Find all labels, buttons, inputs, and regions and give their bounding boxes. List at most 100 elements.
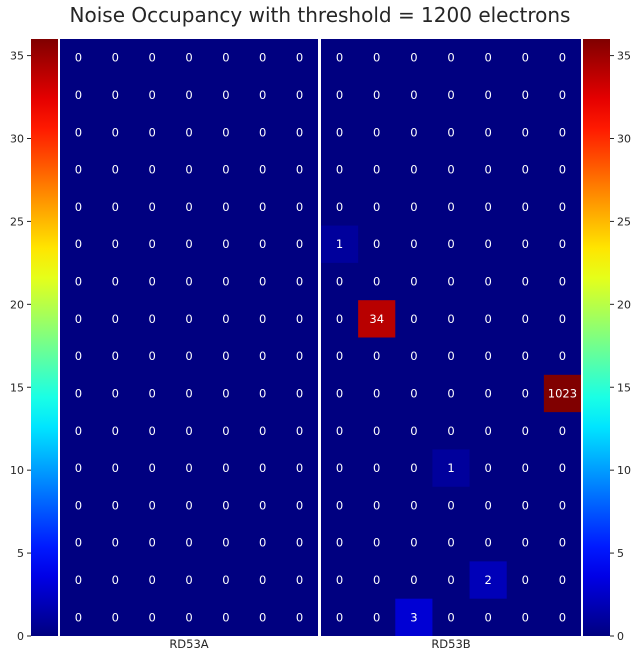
cell-value-label: 0 (336, 386, 343, 400)
cell-value-label: 0 (75, 424, 82, 438)
cell-value-label: 0 (296, 610, 303, 624)
cell-value-label: 34 (369, 312, 384, 326)
cell-value-label: 0 (410, 237, 417, 251)
cell-value-label: 0 (112, 461, 119, 475)
right-tick-label: 30 (617, 133, 631, 146)
colorbar-gradient (31, 39, 58, 636)
cell-value-label: 0 (373, 125, 380, 139)
cell-value-label: 0 (410, 573, 417, 587)
cell-value-label: 0 (336, 88, 343, 102)
cell-value-label: 0 (259, 125, 266, 139)
cell-value-label: 0 (259, 51, 266, 65)
cell-value-label: 0 (222, 610, 229, 624)
cell-value-label: 0 (410, 163, 417, 177)
cell-value-label: 0 (336, 200, 343, 214)
cell-value-label: 0 (296, 498, 303, 512)
left-colorbar-ticks: 0 5 10 15 20 25 30 35 (10, 50, 31, 643)
cell-value-label: 0 (559, 573, 566, 587)
cell-value-label: 0 (410, 275, 417, 289)
cell-value-label: 0 (75, 498, 82, 512)
cell-value-label: 0 (222, 424, 229, 438)
cell-value-label: 0 (484, 610, 491, 624)
cell-value-label: 0 (484, 125, 491, 139)
cell-value-label: 0 (259, 461, 266, 475)
heatmap-cell (321, 225, 359, 263)
cell-value-label: 0 (522, 386, 529, 400)
cell-value-label: 0 (373, 573, 380, 587)
cell-value-label: 0 (447, 312, 454, 326)
cell-value-label: 0 (185, 163, 192, 177)
cell-value-label: 0 (75, 573, 82, 587)
cell-value-label: 0 (410, 349, 417, 363)
cell-value-label: 0 (484, 424, 491, 438)
cell-value-label: 0 (484, 51, 491, 65)
cell-value-label: 0 (222, 573, 229, 587)
cell-value-label: 0 (559, 312, 566, 326)
cell-value-label: 0 (222, 51, 229, 65)
cell-value-label: 0 (336, 349, 343, 363)
cell-value-label: 0 (522, 461, 529, 475)
cell-value-label: 0 (259, 88, 266, 102)
cell-value-label: 0 (75, 275, 82, 289)
cell-value-label: 0 (447, 275, 454, 289)
cell-value-label: 0 (336, 573, 343, 587)
cell-value-label: 0 (559, 163, 566, 177)
cell-value-label: 0 (148, 386, 155, 400)
cell-value-label: 0 (484, 88, 491, 102)
cell-value-label: 0 (75, 349, 82, 363)
cell-value-label: 0 (373, 386, 380, 400)
cell-value-label: 0 (447, 349, 454, 363)
cell-value-label: 0 (484, 275, 491, 289)
cell-value-label: 0 (559, 88, 566, 102)
cell-value-label: 0 (222, 349, 229, 363)
cell-value-label: 0 (447, 237, 454, 251)
cell-value-label: 0 (148, 237, 155, 251)
left-tick-label: 25 (10, 215, 24, 228)
cell-value-label: 0 (112, 610, 119, 624)
cell-value-label: 0 (447, 51, 454, 65)
cell-value-label: 0 (410, 88, 417, 102)
cell-value-label: 0 (373, 498, 380, 512)
cell-value-label: 0 (222, 498, 229, 512)
cell-value-label: 0 (112, 312, 119, 326)
cell-value-label: 0 (112, 163, 119, 177)
cell-value-label: 0 (148, 275, 155, 289)
left-tick-label: 30 (10, 133, 24, 146)
cell-value-label: 0 (222, 237, 229, 251)
cell-value-label: 0 (484, 237, 491, 251)
cell-value-label: 0 (112, 424, 119, 438)
cell-value-label: 0 (373, 200, 380, 214)
cell-value-label: 0 (522, 610, 529, 624)
cell-value-label: 0 (522, 275, 529, 289)
cell-value-label: 0 (559, 536, 566, 550)
cell-value-label: 0 (259, 536, 266, 550)
cell-value-label: 0 (259, 163, 266, 177)
right-tick-label: 20 (617, 298, 631, 311)
cell-value-label: 0 (484, 461, 491, 475)
cell-value-label: 0 (559, 51, 566, 65)
cell-value-label: 2 (484, 573, 491, 587)
heatmap-panels: 0 0 0 0 0 0 0 0 0 0 0 0 0 0 0 0 0 0 0 0 0 0 0 0 0 0 0 0 0 0 0 0 0 0 0 0 0 0 0 0… (60, 39, 581, 651)
cell-value-label: 0 (447, 610, 454, 624)
cell-value-label: 0 (185, 51, 192, 65)
cell-value-label: 0 (559, 461, 566, 475)
panel-rd53b: 0 0 0 0 0 0 0 0 0 0 0 0 0 0 0 0 0 0 0 0 0 0 0 0 0 0 0 0 0 0 0 0 0 0 0 1 0 0 0 0… (321, 39, 581, 651)
cell-value-label: 0 (522, 237, 529, 251)
cell-value-label: 0 (296, 536, 303, 550)
cell-value-label: 0 (148, 88, 155, 102)
cell-value-label: 0 (373, 237, 380, 251)
cell-value-label: 0 (112, 237, 119, 251)
cell-value-label: 0 (522, 163, 529, 177)
cell-value-label: 0 (259, 573, 266, 587)
cell-value-label: 0 (185, 275, 192, 289)
cell-value-label: 0 (259, 386, 266, 400)
cell-value-label: 0 (410, 200, 417, 214)
cell-value-label: 0 (410, 461, 417, 475)
cell-value-label: 0 (559, 125, 566, 139)
right-tick-label: 35 (617, 50, 631, 63)
cell-value-label: 0 (148, 51, 155, 65)
right-colorbar (583, 39, 610, 636)
cell-value-label: 0 (336, 312, 343, 326)
cell-value-label: 0 (75, 51, 82, 65)
cell-value-label: 0 (447, 125, 454, 139)
